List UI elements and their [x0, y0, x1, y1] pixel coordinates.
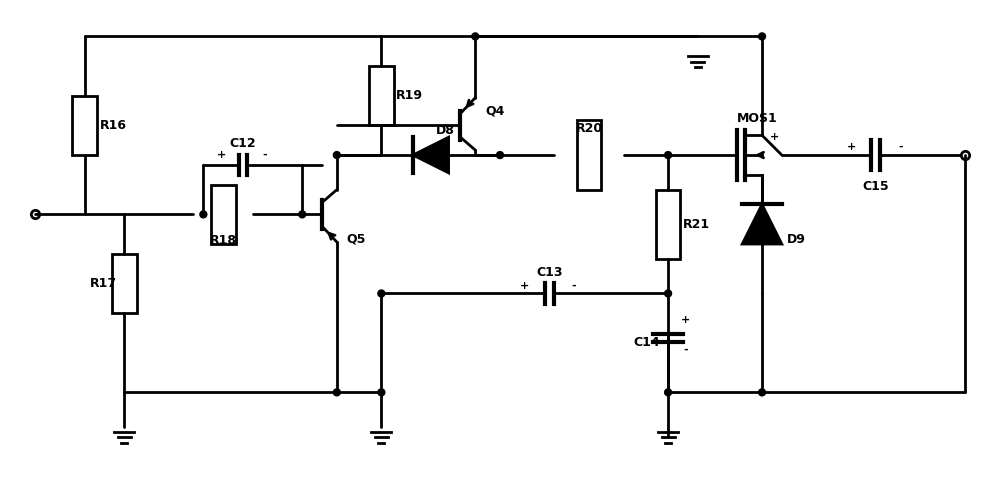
Bar	[72, 96, 97, 155]
Bar	[656, 190, 680, 259]
Text: Q4: Q4	[485, 104, 505, 117]
Circle shape	[472, 33, 479, 40]
Text: R18: R18	[210, 234, 237, 247]
Text: C15: C15	[862, 180, 889, 193]
Text: +: +	[520, 281, 529, 290]
Text: -: -	[572, 281, 576, 290]
Text: -: -	[898, 142, 903, 152]
Circle shape	[665, 290, 672, 297]
Circle shape	[665, 152, 672, 159]
Bar	[112, 254, 137, 313]
Circle shape	[378, 290, 385, 297]
Text: C12: C12	[230, 137, 256, 150]
Text: R16: R16	[100, 119, 127, 132]
Text: R21: R21	[683, 218, 710, 231]
Circle shape	[665, 389, 672, 396]
Text: +: +	[681, 315, 691, 325]
Bar	[577, 121, 601, 190]
Circle shape	[333, 152, 340, 159]
Text: R17: R17	[90, 277, 117, 290]
Circle shape	[759, 389, 765, 396]
Text: -: -	[684, 345, 688, 355]
Text: C14: C14	[633, 336, 660, 349]
Polygon shape	[413, 137, 449, 173]
Bar	[211, 185, 236, 244]
Bar	[369, 66, 394, 125]
Text: D9: D9	[787, 233, 806, 246]
Circle shape	[378, 389, 385, 396]
Text: C13: C13	[536, 266, 563, 279]
Circle shape	[299, 211, 306, 218]
Text: +: +	[217, 150, 226, 160]
Circle shape	[497, 152, 503, 159]
Text: R19: R19	[396, 89, 423, 102]
Polygon shape	[742, 205, 782, 244]
Text: MOS1: MOS1	[737, 112, 777, 125]
Text: D8: D8	[436, 124, 455, 137]
Text: Q5: Q5	[347, 233, 366, 246]
Text: +: +	[846, 142, 856, 152]
Circle shape	[333, 389, 340, 396]
Text: +: +	[770, 132, 779, 142]
Text: -: -	[262, 150, 267, 160]
Text: R20: R20	[575, 123, 603, 135]
Circle shape	[759, 33, 765, 40]
Circle shape	[200, 211, 207, 218]
